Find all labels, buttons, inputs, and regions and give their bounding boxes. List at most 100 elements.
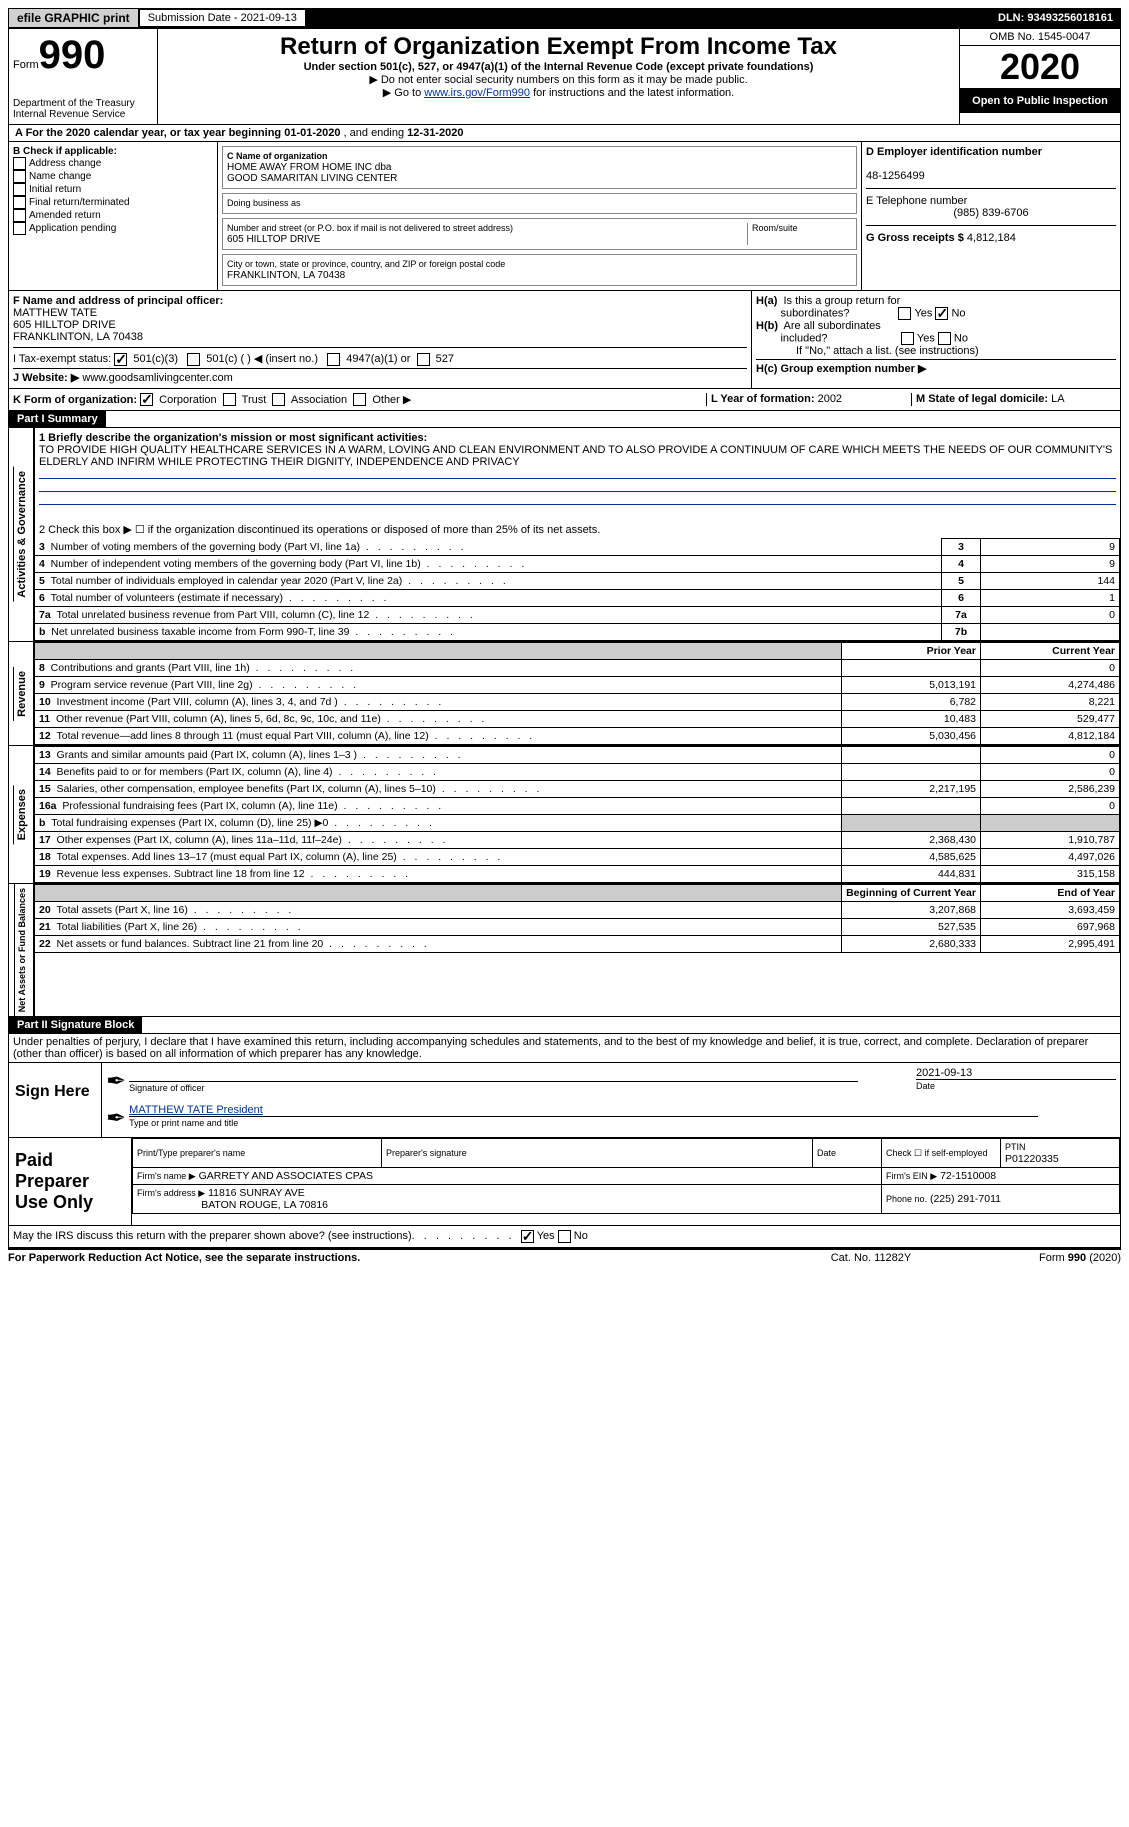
officer-label: Type or print name and title [129,1118,238,1128]
cat-no: Cat. No. 11282Y [771,1252,971,1264]
firm-name: GARRETY AND ASSOCIATES CPAS [199,1170,373,1182]
part2-header: Part II Signature Block [9,1017,142,1033]
box-b: B Check if applicable: Address change Na… [9,142,218,290]
i-label: I Tax-exempt status: [13,353,111,365]
ha-yes[interactable] [898,307,911,320]
entity-info-row: B Check if applicable: Address change Na… [8,142,1121,291]
officer-label: F Name and address of principal officer: [13,295,223,307]
form-label: Form [13,59,39,71]
prep-date-label: Date [817,1148,836,1158]
vlabel-netassets: Net Assets or Fund Balances [14,884,29,1016]
discuss-row: May the IRS discuss this return with the… [8,1226,1121,1248]
check-other[interactable] [353,393,366,406]
sign-here-label: Sign Here [9,1063,102,1137]
check-corp[interactable] [140,393,153,406]
firm-addr1: 11816 SUNRAY AVE [208,1187,305,1199]
firm-phone-label: Phone no. [886,1194,927,1204]
goto-pre: ▶ Go to [383,87,424,99]
street-label: Number and street (or P.O. box if mail i… [227,223,513,233]
opt-other: Other ▶ [372,394,411,406]
dln: DLN: 93493256018161 [990,10,1121,26]
check-amended[interactable] [13,209,26,222]
discuss-yes[interactable] [521,1230,534,1243]
firm-addr-label: Firm's address ▶ [137,1188,205,1198]
hb-no[interactable] [938,332,951,345]
officer-name-title: MATTHEW TATE President [129,1104,263,1116]
tax-year: 2020 [960,46,1120,89]
mission-text: TO PROVIDE HIGH QUALITY HEALTHCARE SERVI… [39,444,1112,468]
preparer-table: Print/Type preparer's name Preparer's si… [132,1138,1120,1214]
hb-yes-label: Yes [917,332,935,344]
firm-phone: (225) 291-7011 [930,1193,1001,1205]
check-527[interactable] [417,353,430,366]
room-label: Room/suite [752,223,798,233]
sig-date: 2021-09-13 [916,1067,1116,1079]
opt-501c: 501(c) ( ) ◀ (insert no.) [206,353,318,365]
discuss-no[interactable] [558,1230,571,1243]
box-i: I Tax-exempt status: 501(c)(3) 501(c) ( … [13,352,747,366]
period-b: , and ending [344,127,408,139]
efile-print-button[interactable]: efile GRAPHIC print [8,8,139,28]
ha-yes-label: Yes [914,307,932,319]
form-number: 990 [39,33,106,77]
opt-4947: 4947(a)(1) or [346,353,410,365]
opt-trust: Trust [242,394,267,406]
tax-period: A For the 2020 calendar year, or tax yea… [8,125,1121,142]
ptin: P01220335 [1005,1153,1059,1165]
hb-yes[interactable] [901,332,914,345]
phone: (985) 839-6706 [866,207,1116,219]
hb-no-label: No [954,332,968,344]
hc-label: H(c) Group exemption number ▶ [756,363,926,375]
check-assoc[interactable] [272,393,285,406]
note-goto: ▶ Go to www.irs.gov/Form990 for instruct… [162,86,955,99]
revenue-table: Prior YearCurrent Year8 Contributions an… [35,642,1120,745]
check-501c3[interactable] [114,353,127,366]
opt-pending: Application pending [29,223,116,234]
m-val: LA [1051,393,1064,405]
check-address[interactable] [13,157,26,170]
l-val: 2002 [818,393,842,405]
firm-name-label: Firm's name ▶ [137,1171,196,1181]
date-label: Date [916,1081,935,1091]
website: www.goodsamlivingcenter.com [82,372,232,384]
discuss-no-label: No [574,1230,588,1243]
check-4947[interactable] [327,353,340,366]
period-end: 12-31-2020 [407,127,463,139]
prep-name-label: Print/Type preparer's name [137,1148,245,1158]
check-501c[interactable] [187,353,200,366]
netassets-section: Net Assets or Fund Balances Beginning of… [8,884,1121,1017]
j-label: J Website: ▶ [13,372,79,384]
form-header: Form990 Department of the Treasury Inter… [8,28,1121,125]
l1-label: 1 Briefly describe the organization's mi… [39,432,427,444]
firm-addr2: BATON ROUGE, LA 70816 [201,1199,328,1211]
top-bar: efile GRAPHIC print Submission Date - 20… [8,8,1121,28]
period-a: A For the 2020 calendar year, or tax yea… [15,127,284,139]
check-initial[interactable] [13,183,26,196]
check-trust[interactable] [223,393,236,406]
box-b-label: B Check if applicable: [13,146,117,157]
irs-link[interactable]: www.irs.gov/Form990 [424,87,530,99]
vlabel-expenses: Expenses [13,785,30,844]
ha-no[interactable] [935,307,948,320]
org-name: HOME AWAY FROM HOME INC dba GOOD SAMARIT… [227,162,397,184]
expenses-table: 13 Grants and similar amounts paid (Part… [35,746,1120,883]
gross-label: G Gross receipts $ [866,232,964,244]
note-ssn: ▶ Do not enter social security numbers o… [162,73,955,86]
check-pending[interactable] [13,222,26,235]
netassets-table: Beginning of Current YearEnd of Year20 T… [35,884,1120,953]
street: 605 HILLTOP DRIVE [227,234,320,245]
opt-initial: Initial return [29,184,81,195]
box-c: C Name of organization HOME AWAY FROM HO… [218,142,861,290]
ptin-label: PTIN [1005,1142,1026,1152]
c-name-label: C Name of organization [227,151,328,161]
opt-address: Address change [29,158,101,169]
l-label: L Year of formation: [711,393,815,405]
pen-icon: ✒ [106,1104,126,1133]
hb-note: If "No," attach a list. (see instruction… [756,345,1116,357]
check-name[interactable] [13,170,26,183]
h-a: H(a) Is this a group return for subordin… [756,295,1116,320]
check-final[interactable] [13,196,26,209]
officer-addr1: 605 HILLTOP DRIVE [13,319,116,331]
open-public: Open to Public Inspection [960,89,1120,113]
part1-header: Part I Summary [9,411,106,427]
